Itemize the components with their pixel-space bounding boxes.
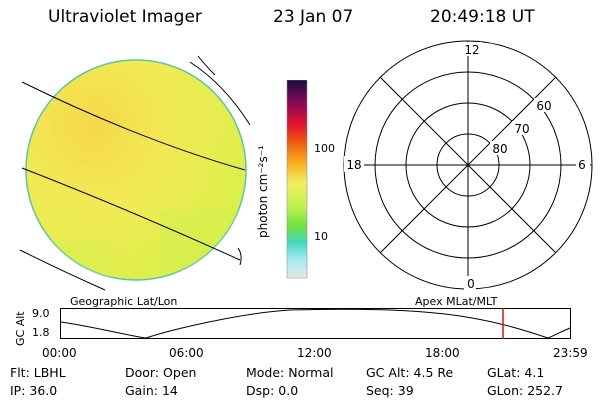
info-door: Door: Open [125,365,196,380]
polar-diagonal [379,76,557,254]
info-mode-value: Normal [288,365,334,380]
x-tick-2359: 23:59 [553,346,588,360]
geo-lat-line [197,55,216,76]
colorbar-tick-10: 10 [314,230,328,243]
mlt-label-12: 12 [464,43,479,57]
info-gain: Gain: 14 [125,383,178,398]
info-ip-value: 36.0 [29,383,58,398]
colorbar-unit-label: photon cm⁻²s⁻¹ [256,145,270,238]
geo-lat-line [19,249,106,291]
info-mode: Mode: Normal [246,365,334,380]
gc-alt-axis-text: GC Alt [14,311,27,346]
x-tick-0600: 06:00 [169,346,204,360]
geo-lon-mark [237,247,242,266]
instrument-title: Ultraviolet Imager [48,7,202,27]
earth-disk [25,59,247,281]
mlat-label-70: 70 [514,122,529,136]
info-glat: GLat: 4.1 [487,365,544,380]
info-flt: Flt: LBHL [10,365,66,380]
altitude-curve [60,308,571,339]
info-glat-value: 4.1 [524,365,545,380]
geo-lat-line [21,81,246,171]
info-gc-alt-key: GC Alt: [366,365,410,380]
date-label: 23 Jan 07 [273,7,354,27]
altitude-strip-chart [60,308,571,339]
y-tick-1-8: 1.8 [32,326,50,339]
info-seq: Seq: 39 [366,383,414,398]
info-dsp-value: 0.0 [278,383,299,398]
info-glon-value: 252.7 [527,383,563,398]
info-ip-key: IP: [10,383,26,398]
info-gain-value: 14 [161,383,178,398]
colorbar-unit-text: photon cm⁻²s⁻¹ [256,145,270,238]
info-seq-key: Seq: [366,383,394,398]
gc-alt-axis-label: GC Alt [14,311,27,346]
info-seq-value: 39 [397,383,414,398]
color-bar [286,80,308,279]
info-glon: GLon: 252.7 [487,383,563,398]
mlat-label-60: 60 [536,99,551,113]
colorbar-tick-100: 100 [314,142,335,155]
x-tick-1800: 18:00 [425,346,460,360]
info-door-key: Door: [125,365,160,380]
info-dsp-key: Dsp: [246,383,275,398]
geo-lat-line [21,167,241,261]
mlat-label-80: 80 [492,142,507,156]
mlt-label-0: 0 [467,277,475,291]
y-tick-9: 9.0 [32,307,50,320]
info-dsp: Dsp: 0.0 [246,383,298,398]
time-label: 20:49:18 UT [430,7,535,27]
apex-panel-label: Apex MLat/MLT [415,295,498,308]
geo-panel-label: Geographic Lat/Lon [70,295,178,308]
info-gc-alt: GC Alt: 4.5 Re [366,365,453,380]
info-flt-key: Flt: [10,365,30,380]
x-tick-1200: 12:00 [297,346,332,360]
uv-image-panel [19,55,251,291]
info-gain-key: Gain: [125,383,158,398]
x-tick-0000: 00:00 [42,346,77,360]
info-mode-key: Mode: [246,365,285,380]
info-gc-alt-value: 4.5 Re [413,365,454,380]
mlt-label-6: 6 [578,158,586,172]
info-flt-value: LBHL [33,365,66,380]
info-glat-key: GLat: [487,365,521,380]
info-ip: IP: 36.0 [10,383,57,398]
mlt-label-18: 18 [346,158,361,172]
info-glon-key: GLon: [487,383,524,398]
geo-lat-line [189,61,251,126]
polar-plot: 12 6 0 18 60 70 80 [343,40,593,291]
info-door-value: Open [163,365,197,380]
